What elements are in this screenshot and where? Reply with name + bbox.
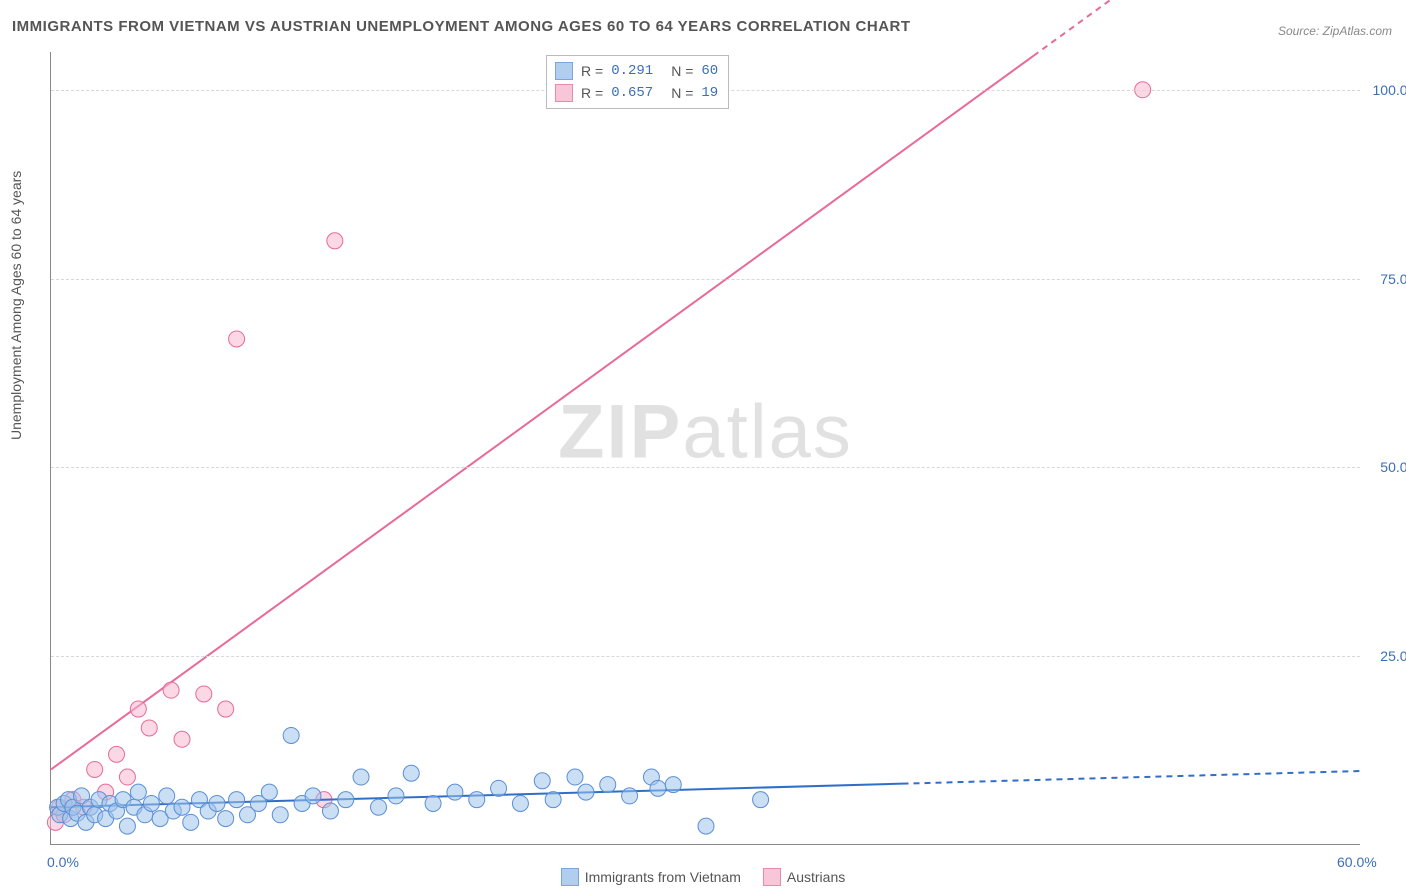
legend-r-value: 0.657	[611, 82, 653, 104]
data-point-vietnam	[753, 792, 769, 808]
legend-r-label: R =	[581, 82, 603, 104]
data-point-austrians	[141, 720, 157, 736]
data-point-vietnam	[305, 788, 321, 804]
data-point-vietnam	[650, 780, 666, 796]
data-point-vietnam	[322, 803, 338, 819]
gridline	[51, 467, 1360, 468]
legend-swatch	[561, 868, 579, 886]
series-legend-label: Austrians	[787, 869, 845, 885]
data-point-austrians	[196, 686, 212, 702]
data-point-vietnam	[534, 773, 550, 789]
data-point-austrians	[327, 233, 343, 249]
data-point-vietnam	[567, 769, 583, 785]
data-point-vietnam	[283, 727, 299, 743]
data-point-vietnam	[425, 795, 441, 811]
plot-area: ZIPatlas 25.0%50.0%75.0%100.0%0.0%60.0%	[50, 52, 1360, 845]
correlation-legend: R = 0.291 N = 60 R = 0.657 N = 19	[546, 55, 729, 109]
data-point-austrians	[130, 701, 146, 717]
legend-row-austrians: R = 0.657 N = 19	[555, 82, 718, 104]
legend-swatch	[555, 84, 573, 102]
plot-svg	[51, 52, 1360, 844]
y-tick-label: 75.0%	[1365, 271, 1406, 287]
legend-n-label: N =	[671, 82, 693, 104]
y-tick-label: 50.0%	[1365, 459, 1406, 475]
data-point-vietnam	[600, 777, 616, 793]
series-legend-label: Immigrants from Vietnam	[585, 869, 741, 885]
data-point-vietnam	[209, 795, 225, 811]
legend-n-value: 60	[701, 60, 718, 82]
data-point-vietnam	[130, 784, 146, 800]
source-attribution: Source: ZipAtlas.com	[1278, 24, 1392, 38]
data-point-vietnam	[183, 814, 199, 830]
data-point-vietnam	[665, 777, 681, 793]
chart-title: IMMIGRANTS FROM VIETNAM VS AUSTRIAN UNEM…	[12, 18, 911, 35]
legend-swatch	[763, 868, 781, 886]
trend-line-dashed-vietnam	[903, 771, 1362, 784]
legend-r-label: R =	[581, 60, 603, 82]
trend-line-austrians	[51, 56, 1034, 770]
data-point-vietnam	[174, 799, 190, 815]
data-point-vietnam	[388, 788, 404, 804]
legend-swatch	[555, 62, 573, 80]
data-point-vietnam	[447, 784, 463, 800]
data-point-vietnam	[512, 795, 528, 811]
data-point-austrians	[109, 746, 125, 762]
gridline	[51, 656, 1360, 657]
data-point-austrians	[87, 761, 103, 777]
data-point-austrians	[229, 331, 245, 347]
legend-r-value: 0.291	[611, 60, 653, 82]
data-point-vietnam	[469, 792, 485, 808]
data-point-vietnam	[353, 769, 369, 785]
series-legend: Immigrants from Vietnam Austrians	[0, 868, 1406, 886]
data-point-austrians	[174, 731, 190, 747]
gridline	[51, 279, 1360, 280]
data-point-austrians	[119, 769, 135, 785]
data-point-vietnam	[698, 818, 714, 834]
data-point-vietnam	[403, 765, 419, 781]
data-point-vietnam	[261, 784, 277, 800]
data-point-vietnam	[272, 807, 288, 823]
series-legend-item-vietnam: Immigrants from Vietnam	[561, 868, 741, 886]
data-point-vietnam	[491, 780, 507, 796]
y-tick-label: 25.0%	[1365, 648, 1406, 664]
legend-n-label: N =	[671, 60, 693, 82]
legend-row-vietnam: R = 0.291 N = 60	[555, 60, 718, 82]
data-point-vietnam	[159, 788, 175, 804]
data-point-vietnam	[338, 792, 354, 808]
data-point-vietnam	[371, 799, 387, 815]
data-point-vietnam	[119, 818, 135, 834]
data-point-austrians	[163, 682, 179, 698]
data-point-vietnam	[143, 795, 159, 811]
legend-n-value: 19	[701, 82, 718, 104]
y-tick-label: 100.0%	[1365, 82, 1406, 98]
data-point-vietnam	[622, 788, 638, 804]
data-point-austrians	[218, 701, 234, 717]
y-axis-label: Unemployment Among Ages 60 to 64 years	[8, 171, 24, 440]
series-legend-item-austrians: Austrians	[763, 868, 845, 886]
data-point-vietnam	[578, 784, 594, 800]
data-point-vietnam	[229, 792, 245, 808]
data-point-vietnam	[545, 792, 561, 808]
data-point-vietnam	[218, 811, 234, 827]
